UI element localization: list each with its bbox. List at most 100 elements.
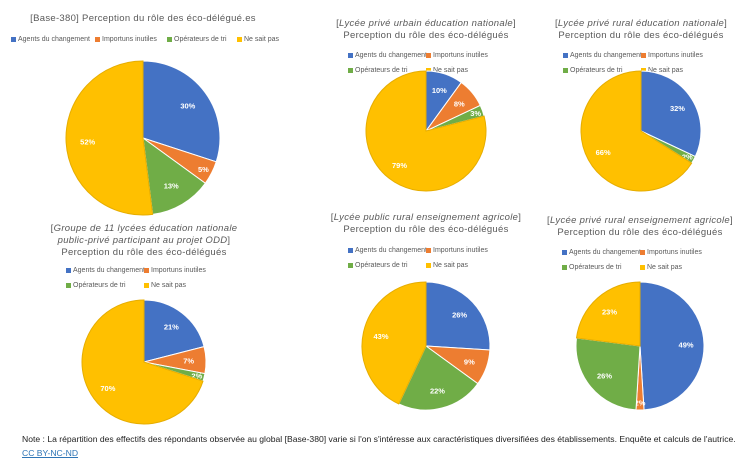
legend-swatch [11,37,16,42]
chart-title: [Lycée privé rural enseignement agricole… [490,215,754,239]
legend-item: Agents du changement [562,249,641,256]
footnote: Note : La répartition des effectifs des … [22,432,742,460]
legend-item: Agents du changement [348,247,427,254]
legend-swatch [426,68,431,73]
legend-label: Importuns inutiles [648,52,703,59]
data-label: 21% [164,323,179,332]
chart-title-line: Perception du rôle des éco-délégués [343,224,509,235]
data-label: 8% [454,99,465,108]
legend-item: Ne sait pas [144,282,186,289]
pie-slice [81,299,204,425]
legend-item: Importuns inutiles [144,267,206,274]
pie-slice [575,337,641,411]
chart-title: [Base-380] Perception du rôle des éco-dé… [0,13,293,25]
chart-title-line: [Lycée public rural enseignement agricol… [330,212,522,223]
pie-slice [142,136,206,215]
chart-title-line: Perception du rôle des éco-délégués [343,30,509,41]
legend-item: Agents du changement [348,52,427,59]
pie-slice [575,281,641,347]
data-label: 2% [191,372,202,381]
legend-swatch [348,68,353,73]
legend-swatch [426,263,431,268]
legend-label: Opérateurs de tri [569,264,622,271]
pie-slice [639,281,705,411]
chart-title-line: Perception du rôle des éco-délégués [558,30,724,41]
pie-slice [65,60,154,216]
legend-swatch [144,268,149,273]
legend-swatch [641,53,646,58]
legend-swatch [66,268,71,273]
legend-swatch [641,68,646,73]
data-label: 43% [374,332,389,341]
legend-swatch [348,263,353,268]
data-label: 3% [470,109,481,118]
data-label: 5% [198,165,209,174]
data-label: 52% [80,137,95,146]
license-link[interactable]: CC BY-NC-ND [22,448,79,458]
data-label: 66% [596,148,611,157]
legend-label: Ne sait pas [433,262,469,269]
legend-swatch [95,37,100,42]
note-text: Note : La répartition des effectifs des … [22,434,736,444]
legend-label: Opérateurs de tri [355,67,408,74]
pie-slice [143,299,205,363]
legend-label: Importuns inutiles [647,249,702,256]
data-label: 30% [180,101,195,110]
chart-title-line: Perception du rôle des éco-délégués [557,227,723,238]
legend-swatch [640,265,645,270]
legend-item: Ne sait pas [641,67,683,74]
data-label: 7% [183,357,194,366]
legend-swatch [563,53,568,58]
pie-slice [580,70,693,192]
legend-label: Agents du changement [569,249,641,256]
legend-label: Importuns inutiles [433,247,488,254]
chart-title-line: [Lycée privé urbain éducation nationale] [336,18,516,29]
data-label: 26% [597,371,612,380]
legend-label: Ne sait pas [647,264,683,271]
legend-swatch [237,37,242,42]
legend-label: Agents du changement [570,52,642,59]
legend-item: Importuns inutiles [426,52,488,59]
legend-label: Importuns inutiles [433,52,488,59]
data-label: 2% [635,398,646,407]
chart-title-line: [Lycée privé rural enseignement agricole… [547,215,733,226]
legend-item: Opérateurs de tri [66,282,126,289]
legend-item: Ne sait pas [237,36,279,43]
chart-title-line: [Lycée privé rural éducation nationale] [554,18,728,29]
legend-label: Opérateurs de tri [174,36,227,43]
chart-title-line: [Base-380] Perception du rôle des éco-dé… [30,13,256,24]
data-label: 79% [392,161,407,170]
legend-item: Importuns inutiles [95,36,157,43]
legend-label: Importuns inutiles [151,267,206,274]
legend-item: Agents du changement [66,267,145,274]
chart-title: [Groupe de 11 lycées éducation nationale… [0,223,294,259]
data-label: 23% [602,307,617,316]
legend-swatch [167,37,172,42]
legend-swatch [426,53,431,58]
chart-title: [Lycée privé rural éducation nationale] P… [491,18,754,42]
legend-label: Agents du changement [73,267,145,274]
legend-label: Agents du changement [355,52,427,59]
data-label: 9% [464,358,475,367]
pie-slice [425,281,491,351]
legend-item: Ne sait pas [640,264,682,271]
chart-title: [Lycée privé urbain éducation nationale]… [276,18,576,42]
legend-item: Opérateurs de tri [348,262,408,269]
legend-label: Importuns inutiles [102,36,157,43]
legend-label: Ne sait pas [151,282,187,289]
data-label: 10% [432,86,447,95]
legend-swatch [426,248,431,253]
legend-swatch [562,265,567,270]
legend-item: Opérateurs de tri [167,36,227,43]
legend-item: Opérateurs de tri [562,264,622,271]
legend-swatch [562,250,567,255]
data-label: 13% [164,182,179,191]
legend-label: Agents du changement [18,36,90,43]
pie-slice [640,70,702,158]
